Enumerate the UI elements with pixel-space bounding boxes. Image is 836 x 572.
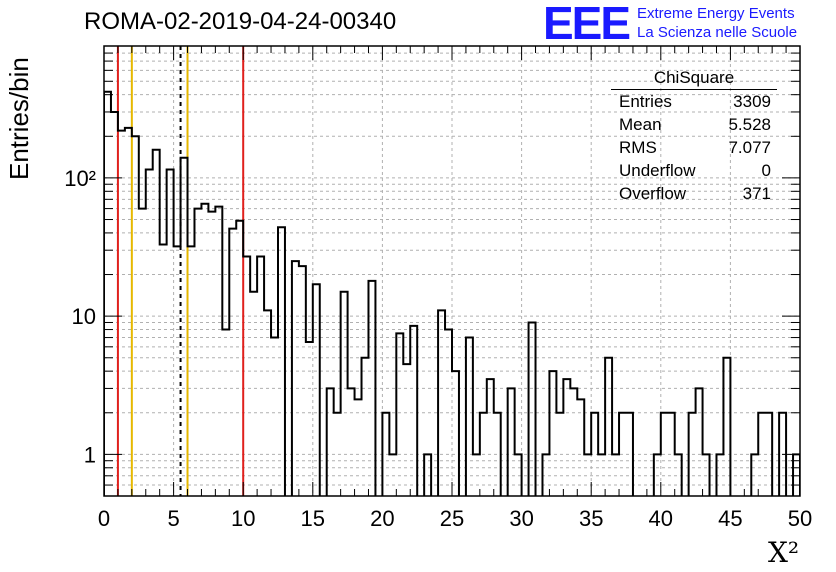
stats-label: Underflow bbox=[619, 161, 696, 180]
x-tick-label: 5 bbox=[167, 506, 179, 531]
stats-value: 3309 bbox=[733, 92, 771, 111]
stats-label: RMS bbox=[619, 138, 657, 157]
stats-value: 0 bbox=[761, 161, 771, 180]
x-tick-label: 50 bbox=[788, 506, 812, 531]
stats-value: 5.528 bbox=[728, 115, 771, 134]
eee-logo: EEE bbox=[543, 0, 631, 49]
x-axis-label: X² bbox=[768, 536, 800, 569]
y-axis-ticks: 1 10 10² bbox=[64, 52, 800, 486]
stats-title: ChiSquare bbox=[611, 66, 777, 90]
x-tick-label: 35 bbox=[579, 506, 603, 531]
y-tick-label: 1 bbox=[84, 442, 96, 467]
x-tick-label: 25 bbox=[440, 506, 464, 531]
stats-row-underflow: Underflow 0 bbox=[611, 159, 777, 182]
stats-row-overflow: Overflow 371 bbox=[611, 182, 777, 205]
y-axis-label: Entries/bin bbox=[4, 57, 34, 180]
x-tick-label: 30 bbox=[509, 506, 533, 531]
reference-lines bbox=[116, 46, 245, 496]
stats-value: 371 bbox=[742, 184, 771, 203]
y-tick-label: 10² bbox=[64, 166, 96, 191]
chart-title: ROMA-02-2019-04-24-00340 bbox=[84, 8, 397, 35]
x-tick-label: 45 bbox=[718, 506, 742, 531]
stats-value: 7.077 bbox=[728, 138, 771, 157]
stats-box: ChiSquare Entries 3309 Mean 5.528 RMS 7.077… bbox=[611, 66, 777, 205]
x-tick-label: 40 bbox=[649, 506, 673, 531]
logo-line-1: Extreme Energy Events bbox=[637, 5, 795, 22]
histogram-series bbox=[104, 90, 800, 496]
x-tick-label: 0 bbox=[98, 506, 110, 531]
stats-label: Mean bbox=[619, 115, 662, 134]
x-tick-label: 10 bbox=[231, 506, 255, 531]
y-tick-label: 10 bbox=[72, 304, 96, 329]
stats-row-mean: Mean 5.528 bbox=[611, 113, 777, 136]
x-tick-label: 15 bbox=[301, 506, 325, 531]
stats-label: Entries bbox=[619, 92, 672, 111]
x-tick-label: 20 bbox=[370, 506, 394, 531]
stats-label: Overflow bbox=[619, 184, 687, 203]
x-axis-ticks: 0 5 10 15 20 25 30 35 40 45 50 bbox=[98, 46, 812, 531]
logo-line-2: La Scienza nelle Scuole bbox=[637, 24, 798, 41]
stats-row-entries: Entries 3309 bbox=[611, 90, 777, 113]
stats-row-rms: RMS 7.077 bbox=[611, 136, 777, 159]
